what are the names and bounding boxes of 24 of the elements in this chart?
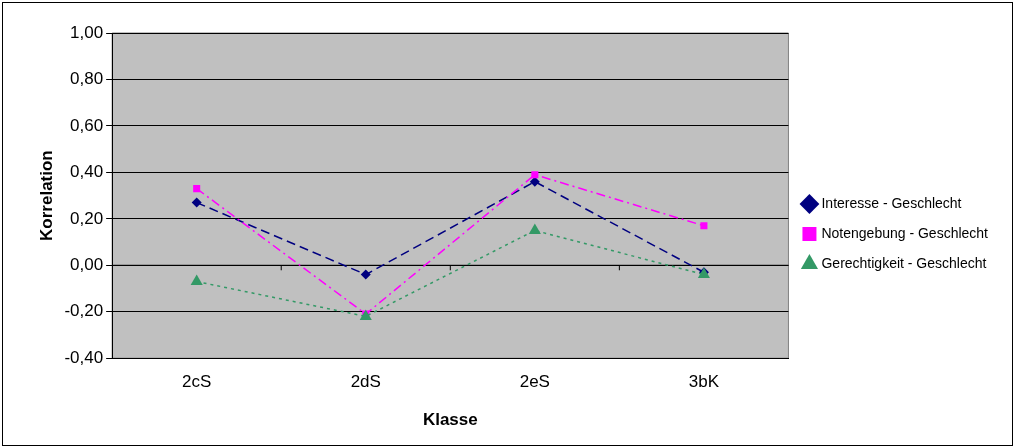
point xyxy=(190,274,203,286)
x-tick-label: 2dS xyxy=(350,372,381,392)
y-tick-label: 0,20 xyxy=(70,208,104,228)
point xyxy=(528,223,541,234)
x-axis-title: Klasse xyxy=(422,410,478,430)
y-tick-label: 0,80 xyxy=(70,69,104,89)
y-tick-label: 1,00 xyxy=(70,22,104,42)
y-axis-title: Korrelation xyxy=(36,150,56,241)
x-tick-label: 2cS xyxy=(182,372,212,392)
x-tick-label: 3bK xyxy=(688,372,720,392)
y-tick-label: 0,60 xyxy=(70,115,104,135)
point xyxy=(191,197,202,208)
y-tick-label: -0,40 xyxy=(64,347,104,367)
legend-label: Interesse - Geschlecht xyxy=(821,194,962,211)
y-tick-label: 0,40 xyxy=(70,162,104,182)
point xyxy=(193,185,201,193)
point xyxy=(700,222,708,230)
legend-label: Notengebung - Geschlecht xyxy=(821,224,989,241)
x-tick-label: 2eS xyxy=(519,372,550,392)
point xyxy=(360,269,371,280)
y-tick-label: -0,20 xyxy=(64,301,104,321)
legend-label: Gerechtigkeit - Geschlecht xyxy=(821,254,987,271)
y-tick-label: 0,00 xyxy=(70,254,104,274)
point xyxy=(531,171,539,179)
